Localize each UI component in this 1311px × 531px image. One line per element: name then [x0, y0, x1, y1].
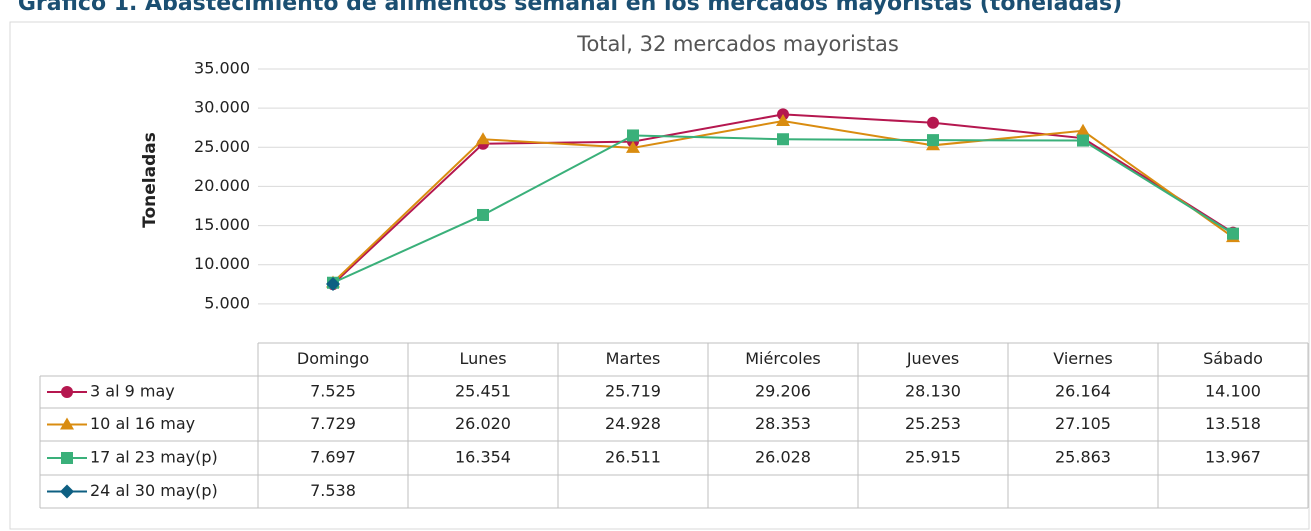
chart-border	[9, 21, 1310, 530]
point	[1077, 134, 1089, 147]
point	[776, 114, 790, 127]
x-tick-label: Viernes	[1053, 349, 1113, 368]
legend-marker	[61, 386, 73, 398]
point	[477, 208, 489, 221]
table-value: 24.928	[605, 414, 661, 433]
table-value: 7.525	[310, 382, 356, 401]
legend-label: 24 al 30 may(p)	[90, 481, 218, 500]
table-value: 26.020	[455, 414, 511, 433]
x-tick-label: Jueves	[906, 349, 959, 368]
legend-label: 17 al 23 may(p)	[90, 448, 218, 467]
y-axis-label: Toneladas	[140, 132, 160, 228]
point	[476, 132, 490, 145]
x-tick-label: Martes	[606, 349, 661, 368]
table-value: 25.719	[605, 382, 661, 401]
table-value: 27.105	[1055, 414, 1111, 433]
table-value: 7.538	[310, 481, 356, 500]
x-tick-label: Domingo	[297, 349, 369, 368]
table-value: 14.100	[1205, 382, 1261, 401]
legend-label: 10 al 16 may	[90, 414, 195, 433]
point	[627, 129, 639, 142]
table-value: 26.028	[755, 448, 811, 467]
legend-marker	[60, 417, 74, 430]
legend-marker	[60, 484, 74, 499]
point	[326, 276, 340, 291]
y-tick-label: 35.000	[194, 59, 250, 78]
y-tick-label: 20.000	[194, 176, 250, 195]
y-tick-label: 15.000	[194, 215, 250, 234]
point	[626, 140, 640, 153]
table-value: 26.511	[605, 448, 661, 467]
y-tick-label: 5.000	[204, 293, 250, 312]
page-title: Gráfico 1. Abastecimiento de alimentos s…	[18, 0, 1122, 16]
table-value: 13.518	[1205, 414, 1261, 433]
table-value: 25.915	[905, 448, 961, 467]
table-value: 25.451	[455, 382, 511, 401]
x-tick-label: Lunes	[459, 349, 506, 368]
point	[927, 134, 939, 147]
legend-marker	[61, 452, 73, 464]
table-value: 28.353	[755, 414, 811, 433]
legend-label: 3 al 9 may	[90, 382, 175, 401]
point	[1076, 123, 1090, 136]
y-tick-label: 25.000	[194, 137, 250, 156]
y-tick-label: 30.000	[194, 98, 250, 117]
y-tick-label: 10.000	[194, 254, 250, 273]
table-value: 28.130	[905, 382, 961, 401]
table-value: 13.967	[1205, 448, 1261, 467]
x-tick-label: Miércoles	[745, 349, 821, 368]
chart-title: Total, 32 mercados mayoristas	[576, 32, 899, 56]
table-value: 29.206	[755, 382, 811, 401]
table-value: 25.253	[905, 414, 961, 433]
table-value: 7.729	[310, 414, 356, 433]
table-value: 26.164	[1055, 382, 1111, 401]
point	[1227, 227, 1239, 240]
x-tick-label: Sábado	[1203, 349, 1263, 368]
point	[927, 116, 939, 129]
table-value: 25.863	[1055, 448, 1111, 467]
table-value: 7.697	[310, 448, 356, 467]
table-value: 16.354	[455, 448, 511, 467]
point	[777, 133, 789, 146]
